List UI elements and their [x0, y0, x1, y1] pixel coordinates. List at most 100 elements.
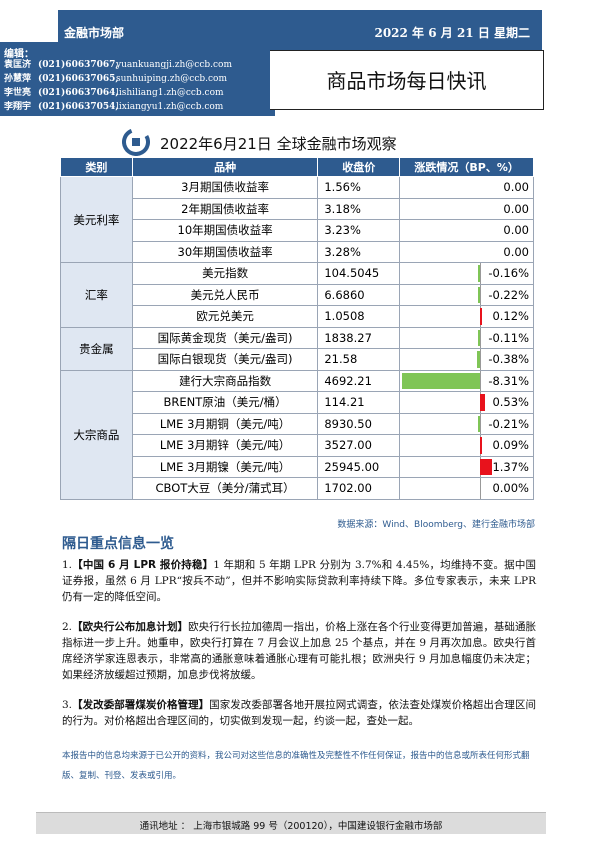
editor-name: 李翔宇 [4, 102, 32, 112]
zero-line [480, 349, 482, 370]
news-number: 3. [62, 699, 73, 711]
header-category: 类别 [60, 157, 133, 177]
table-row: 2年期国债收益率 3.18% 0.00 [61, 197, 534, 220]
news-headline: 【中国 6 月 LPR 报价持稳】 [72, 559, 214, 571]
close-price-cell: 1.0508 [317, 305, 401, 328]
editor-row: 李翔宇 (021)60637054,lixiangyu1.zh@ccb.com [4, 99, 223, 112]
change-value: -0.21% [488, 416, 529, 431]
product-cell: 国际白银现货（美元/盎司) [131, 348, 319, 371]
news-number: 1. [62, 559, 73, 571]
product-cell: 国际黄金现货（美元/盎司) [131, 326, 319, 349]
editor-row: 李世亮 (021)60637064,lishiliang1.zh@ccb.com [4, 85, 224, 98]
change-bar [402, 372, 481, 389]
change-bar [480, 308, 483, 325]
category-cell: 大宗商品 [60, 369, 133, 500]
product-cell: BRENT原油（美元/桶） [131, 391, 319, 414]
change-value: 0.12% [492, 309, 529, 323]
change-cell: 0.00 [399, 219, 534, 242]
change-cell: 0.00 [399, 197, 534, 220]
change-cell: 0.12% [399, 305, 534, 328]
change-cell: -0.11% [399, 326, 534, 349]
table-row: 汇率 美元指数 104.5045 -0.16% [60, 262, 534, 328]
change-value: 0.00 [503, 201, 529, 216]
table-row: BRENT原油（美元/桶） 114.21 0.53% [61, 391, 534, 414]
product-cell: 美元指数 [131, 262, 319, 285]
table-row: 国际白银现货（美元/盎司) 21.58 -0.38% [61, 348, 534, 371]
table-row: LME 3月期铜（美元/吨） 8930.50 -0.21% [61, 412, 534, 435]
zero-line [480, 413, 482, 434]
category-cell: 汇率 [60, 262, 133, 328]
change-cell: -0.16% [399, 262, 534, 285]
change-bar [480, 458, 493, 475]
category-cell: 美元利率 [60, 176, 133, 263]
table-row: 10年期国债收益率 3.23% 0.00 [61, 219, 534, 242]
table-row: 欧元兑美元 1.0508 0.12% [61, 305, 534, 328]
news-number: 2. [62, 621, 73, 633]
report-date: 2022 年 6 月 21 日 星期二 [374, 26, 530, 40]
editors-panel: 编辑： 袁匡济 (021)60637067,yuankuangji.zh@ccb.… [0, 42, 275, 116]
change-bar [478, 329, 481, 346]
news-body: 欧央行行长拉加德周一指出，价格上涨在各个行业变得更加普遍，基础通胀指标进一步上升… [62, 621, 537, 681]
change-value: 0.53% [492, 395, 529, 409]
editors-label: 编辑： [4, 49, 34, 60]
news-headline: 【欧央行公布加息计划】 [72, 621, 189, 633]
department-name: 金融市场部 [64, 26, 125, 40]
news-body: 1 年期和 5 年期 LPR 分别为 3.7%和 4.45%，均维持不变。据中国… [62, 559, 536, 603]
report-title-box: 商品市场每日快讯 [270, 50, 544, 110]
change-bar [478, 265, 481, 282]
editor-phone: (021)60637067, [38, 60, 119, 70]
change-cell: 0.00% [399, 477, 534, 500]
editor-row: 袁匡济 (021)60637067,yuankuangji.zh@ccb.com [4, 57, 232, 70]
news-item: 3.【发改委部署煤炭价格管理】国家发改委部署各地开展拉网式调查，依法查处煤炭价格… [62, 697, 536, 729]
editor-phone: (021)60637064, [38, 88, 119, 98]
data-source: 数据来源：Wind、Bloomberg、建行金融市场部 [337, 520, 535, 530]
change-value: -8.31% [488, 373, 529, 388]
product-cell: 10年期国债收益率 [131, 219, 319, 242]
change-value: -0.16% [488, 266, 529, 280]
zero-line [480, 284, 482, 305]
zero-line [480, 370, 482, 391]
report-title: 商品市场每日快讯 [326, 69, 487, 93]
change-value: 0.00 [503, 180, 529, 194]
ccb-logo-icon [122, 128, 150, 156]
product-cell: 30年期国债收益率 [131, 240, 319, 263]
change-bar [480, 437, 483, 454]
market-table: 类别 品种 收盘价 涨跌情况（BP、%） 美元利率 3月期国债收益率 1.56% 0.… [60, 157, 534, 500]
product-cell: LME 3月期铜（美元/吨） [131, 412, 319, 435]
change-cell: 0.00 [399, 240, 534, 263]
header-change: 涨跌情况（BP、%） [399, 157, 534, 177]
editor-email: lishiliang1.zh@ccb.com [116, 88, 224, 98]
table-row: LME 3月期锌（美元/吨） 3527.00 0.09% [61, 434, 534, 457]
editor-name: 孙慧萍 [4, 74, 32, 84]
table-row: LME 3月期镍（美元/吨） 25945.00 1.37% [61, 455, 534, 478]
table-row: 贵金属 国际黄金现货（美元/盎司) 1838.27 -0.11% [60, 326, 534, 371]
close-price-cell: 1.56% [317, 176, 401, 199]
close-price-cell: 21.58 [317, 348, 401, 371]
change-cell: -0.21% [399, 412, 534, 435]
close-price-cell: 1702.00 [317, 477, 401, 500]
editor-name: 袁匡济 [4, 60, 32, 70]
category-cell: 贵金属 [60, 326, 133, 371]
change-value: -0.11% [488, 330, 529, 345]
header-close: 收盘价 [317, 157, 401, 177]
product-cell: LME 3月期镍（美元/吨） [131, 455, 319, 478]
news-item: 1.【中国 6 月 LPR 报价持稳】1 年期和 5 年期 LPR 分别为 3.… [62, 557, 536, 605]
change-bar [478, 415, 481, 432]
close-price-cell: 3527.00 [317, 434, 401, 457]
table-row: 美元兑人民币 6.6860 -0.22% [61, 283, 534, 306]
change-value: -0.22% [488, 287, 529, 302]
close-price-cell: 3.28% [317, 240, 401, 263]
product-cell: CBOT大豆（美分/蒲式耳） [131, 477, 319, 500]
zero-line [480, 327, 482, 348]
change-value: 0.09% [492, 438, 529, 452]
product-cell: 美元兑人民币 [131, 283, 319, 306]
change-bar [480, 394, 485, 411]
close-price-cell: 3.23% [317, 219, 401, 242]
change-cell: 0.53% [399, 391, 534, 414]
change-bar [476, 351, 481, 368]
product-cell: 2年期国债收益率 [131, 197, 319, 220]
editor-phone: (021)60637054, [38, 102, 119, 112]
change-cell: -0.38% [399, 348, 534, 371]
change-value: -0.38% [488, 352, 529, 366]
zero-line [480, 478, 482, 499]
